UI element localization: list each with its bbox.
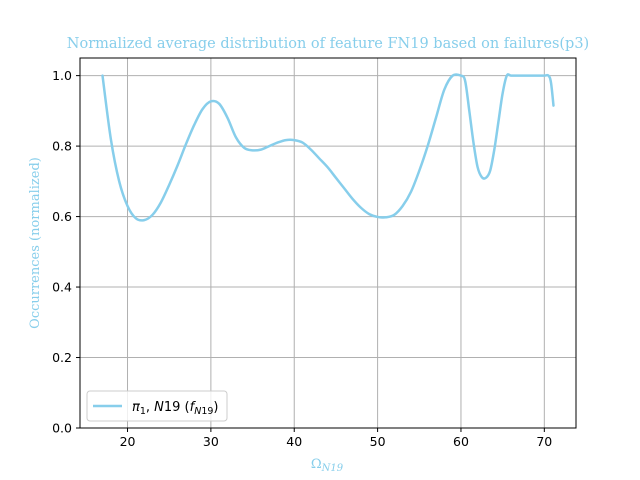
y-tick-label: 0.2 — [52, 350, 72, 365]
grid — [80, 58, 576, 429]
y-tick-label: 0.4 — [52, 280, 72, 295]
legend-label: π1, N19 (fN19) — [132, 400, 218, 417]
x-axis-label-main: Ω — [311, 457, 322, 472]
legend-box — [86, 390, 228, 422]
x-axis-label: ΩN19 — [311, 457, 344, 474]
y-tick-label: 0.0 — [52, 421, 72, 436]
chart-title: Normalized average distribution of featu… — [67, 36, 589, 52]
x-tick-label: 50 — [370, 434, 386, 449]
x-tick-label: 40 — [286, 434, 302, 449]
y-tick-label: 1.0 — [52, 68, 72, 83]
y-tick-label: 0.8 — [52, 139, 72, 154]
x-ticks: 20 30 40 50 60 70 — [120, 428, 552, 449]
series-line — [101, 73, 555, 222]
y-tick-label: 0.6 — [52, 209, 72, 224]
x-tick-label: 30 — [203, 434, 219, 449]
y-axis-label: Occurrences (normalized) — [28, 157, 43, 329]
series-lines — [101, 73, 555, 222]
legend: π1, N19 (fN19) — [86, 390, 228, 422]
plot-frame — [79, 57, 577, 429]
x-tick-label: 70 — [536, 434, 552, 449]
x-tick-label: 20 — [120, 434, 136, 449]
x-tick-label: 60 — [453, 434, 469, 449]
y-ticks: 0.0 0.2 0.4 0.6 0.8 1.0 — [52, 68, 80, 436]
x-axis-label-sub: N19 — [321, 463, 344, 474]
